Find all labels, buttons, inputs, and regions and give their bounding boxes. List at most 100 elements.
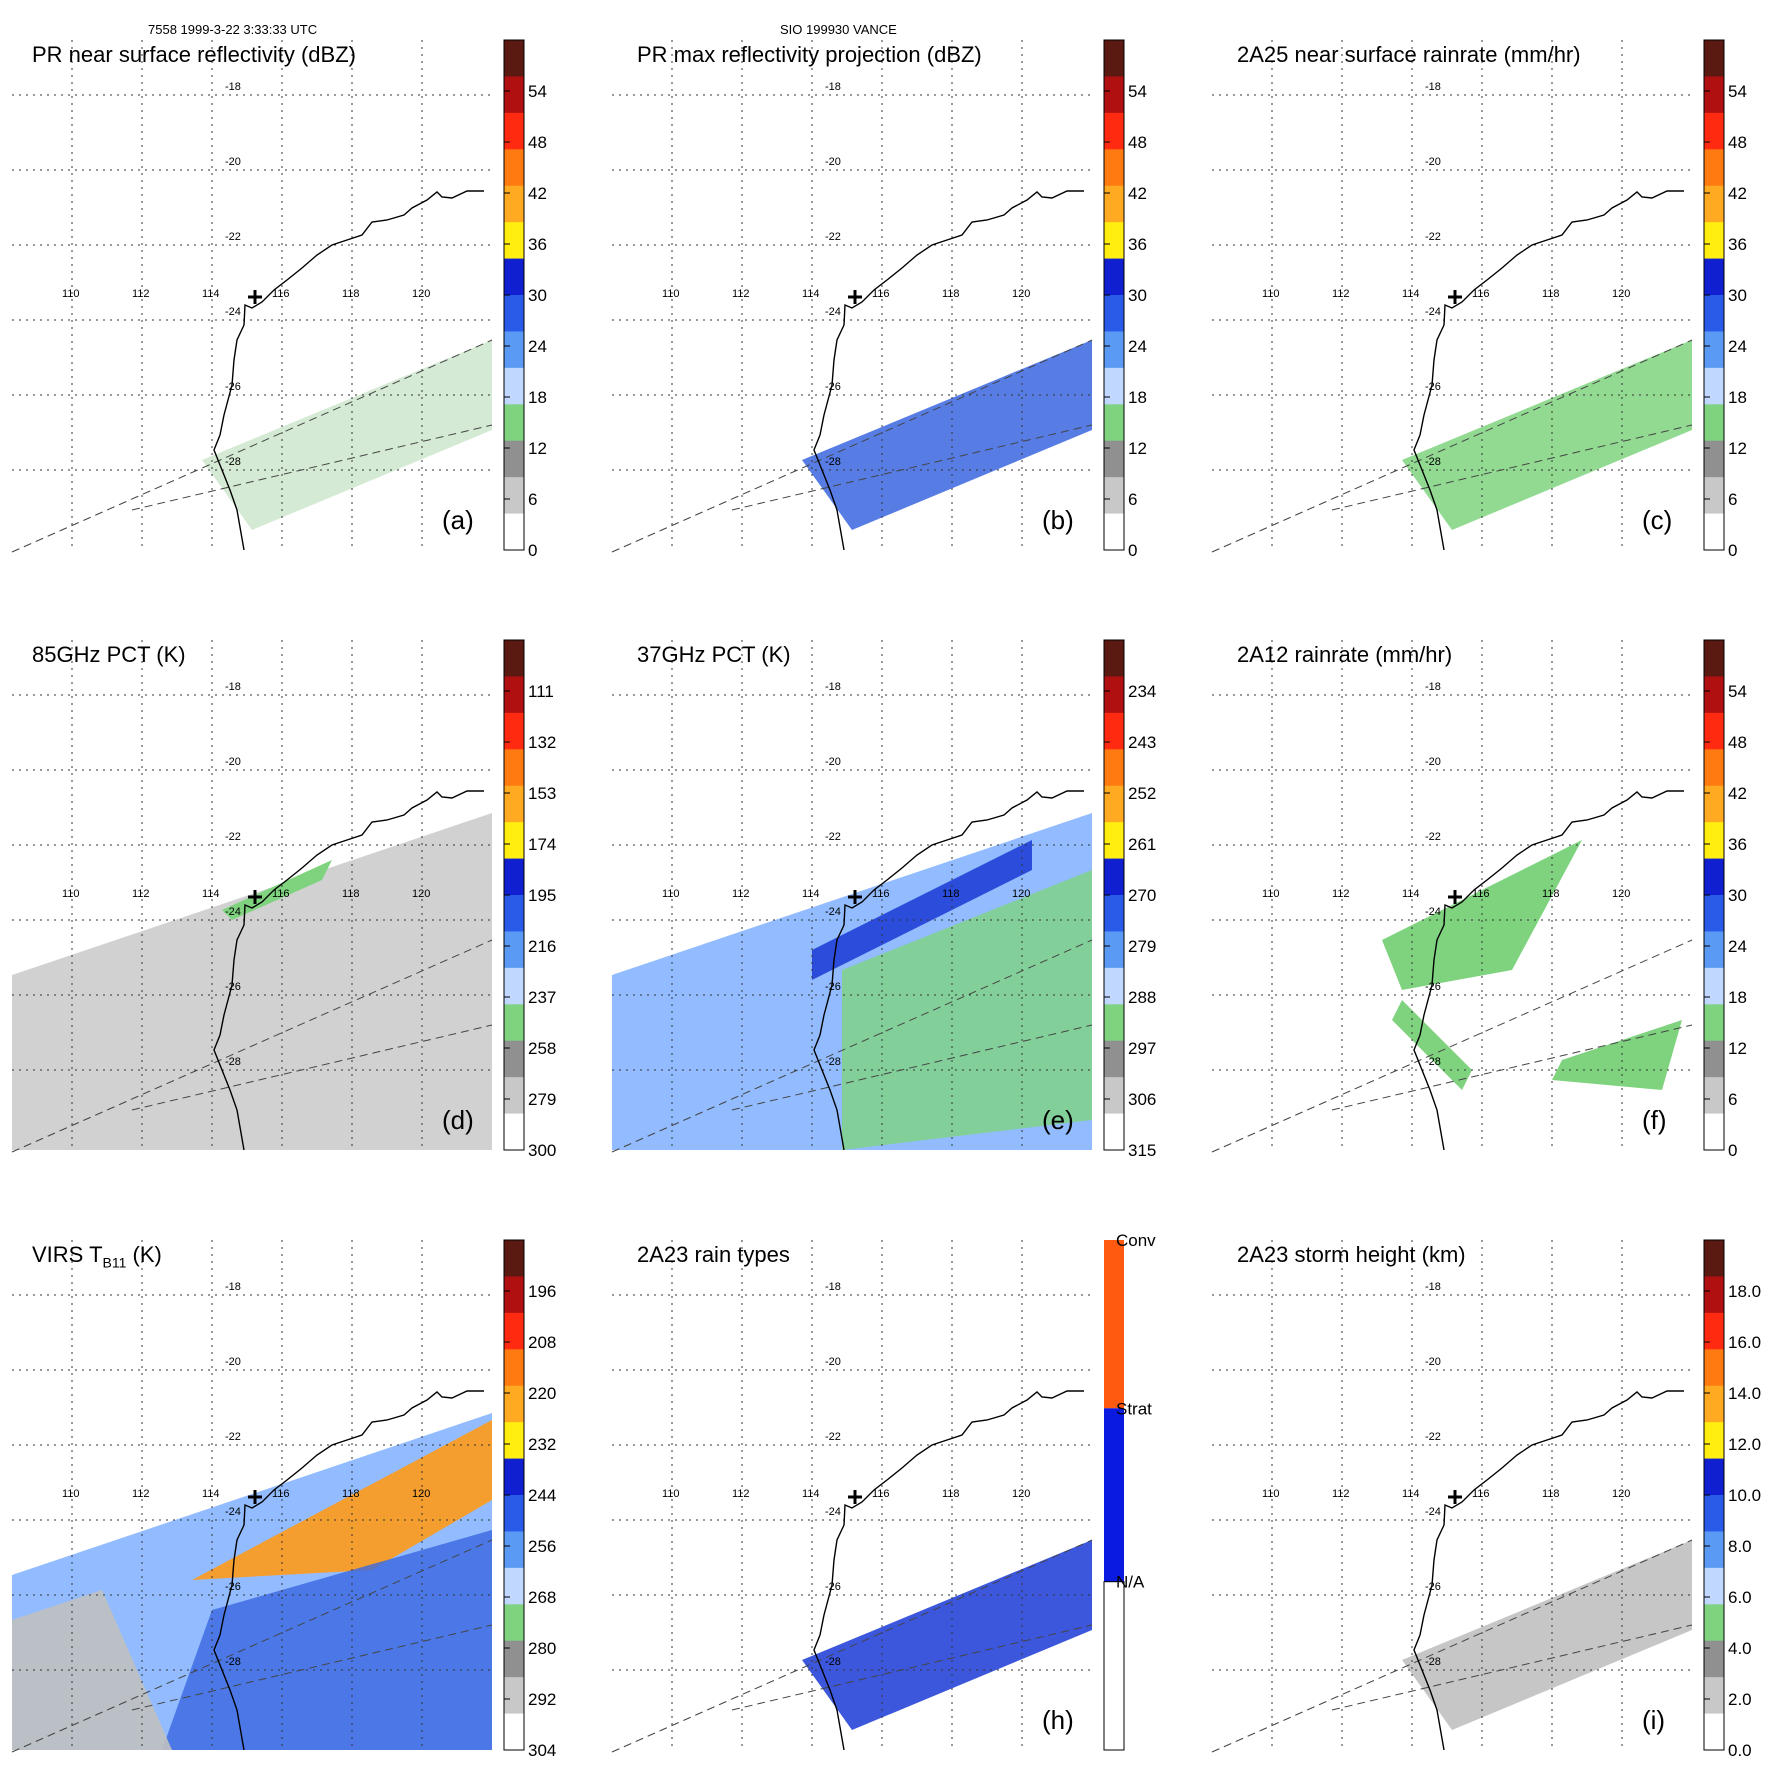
colorbar-segment [1103,1581,1125,1751]
swath-edge [131,424,493,511]
colorbar-segment [1104,295,1124,332]
colorbar-segment [504,1422,524,1460]
latitude-label: -22 [1425,831,1441,843]
swath-edge [1331,424,1693,511]
colorbar-tick-label: 48 [528,133,547,152]
colorbar-tick-label: 279 [528,1090,556,1109]
longitude-label: 114 [202,288,220,300]
colorbar-tick-label: 12 [1128,439,1147,458]
latitude-label: -20 [225,1356,241,1368]
colorbar-segment [504,1567,524,1605]
latitude-label: -20 [225,756,241,768]
panel-i: -18 -20 -22 -24 -26 -28 110 112 114 116 118 120 18.0… [1211,1239,1761,1760]
colorbar-segment [504,404,524,442]
colorbar-segment [1704,258,1724,296]
colorbar-segment [1104,676,1124,714]
colorbar-segment [504,858,524,896]
panel-title-text: 2A23 storm height (km) [1237,1242,1466,1267]
latitude-label: -18 [225,81,241,93]
colorbar-segment [1104,1077,1124,1115]
colorbar-segment [504,258,524,296]
colorbar-segment [1104,404,1124,442]
colorbar-segment [504,1713,524,1751]
longitude-label: 110 [662,888,680,900]
colorbar-tick-label: 42 [1128,184,1147,203]
longitude-label: 112 [732,888,750,900]
longitude-label: 110 [662,1488,680,1500]
latitude-label: -18 [1425,1281,1441,1293]
colorbar-tick-label: 256 [528,1537,556,1556]
radar-site-icon [248,1490,262,1504]
colorbar-tick-label: 252 [1128,784,1156,803]
latitude-label: -22 [825,1431,841,1443]
longitude-label: 110 [62,1488,80,1500]
colorbar-tick-label: 0.0 [1728,1741,1752,1760]
longitude-label: 118 [1542,888,1560,900]
colorbar-segment [1704,858,1724,896]
rain-region [802,340,1092,530]
latitude-label: -26 [1425,981,1441,993]
longitude-label: 114 [202,888,220,900]
case-info: SIO 199930 VANCE [780,22,897,37]
colorbar-segment [504,1040,524,1078]
colorbar-tick-label: 6 [1728,490,1737,509]
latitude-label: -18 [825,81,841,93]
colorbar-tick-label: 54 [1728,682,1747,701]
colorbar-segment [504,222,524,260]
latitude-label: -24 [1425,1506,1441,1518]
colorbar-tick-label: 54 [1128,82,1147,101]
colorbar-segment [1104,1240,1124,1409]
colorbar-segment [1104,513,1124,551]
radar-site-icon [1448,890,1462,904]
colorbar-segment [1104,112,1124,150]
swath-edge [1211,1539,1693,1753]
panel-title: 2A12 rainrate (mm/hr) [1237,642,1452,668]
latitude-label: -28 [1425,1656,1441,1668]
colorbar-tick-label: 42 [1728,184,1747,203]
colorbar-tick-label: 270 [1128,886,1156,905]
panel-title: 2A23 rain types [637,1242,790,1268]
colorbar-segment [1104,1113,1124,1151]
colorbar-tick-label: 48 [1728,133,1747,152]
colorbar-segment [1104,640,1124,677]
longitude-label: 120 [1012,1488,1030,1500]
colorbar-tick-label: 14.0 [1728,1384,1761,1403]
longitude-label: 112 [1332,888,1350,900]
panel-label: (d) [442,1105,474,1135]
coastline [813,190,1084,551]
colorbar-segment [1704,1240,1724,1277]
panel-title: 37GHz PCT (K) [637,642,791,668]
rain-region [1552,1020,1682,1090]
swath-edge [731,1024,1093,1111]
panel-label: (c) [1642,505,1673,535]
panel-title-text: 2A25 near surface rainrate (mm/hr) [1237,42,1581,67]
longitude-label: 118 [342,1488,360,1500]
longitude-label: 114 [1402,888,1420,900]
latitude-label: -22 [1425,1431,1441,1443]
swath-region [812,840,1032,980]
panel-h: -18 -20 -22 -24 -26 -28 110 112 114 116 118 120 Conv… [611,1231,1156,1753]
panel-title-suffix: (K) [126,1242,162,1267]
latitude-label: -28 [1425,1056,1441,1068]
colorbar-segment [1704,1276,1724,1314]
colorbar-segment [504,331,524,369]
colorbar-tick-label: 216 [528,937,556,956]
longitude-label: 118 [942,1488,960,1500]
latitude-label: -22 [1425,231,1441,243]
panel-label: (a) [442,505,474,535]
colorbar-segment [1104,822,1124,860]
colorbar-segment [1704,967,1724,1005]
colorbar-segment [1704,1567,1724,1605]
panel-title-text: VIRS T [32,1242,103,1267]
longitude-label: 120 [412,288,430,300]
longitude-label: 112 [132,1488,150,1500]
colorbar-segment [1704,1004,1724,1042]
colorbar-segment [504,1604,524,1642]
colorbar-segment [1704,1640,1724,1678]
rain-region [1402,1540,1692,1730]
rain-region [1392,1000,1472,1090]
colorbar-segment [1104,749,1124,787]
colorbar-segment [504,1385,524,1423]
colorbar-segment [1104,967,1124,1005]
colorbar-tick-label: 18 [528,388,547,407]
